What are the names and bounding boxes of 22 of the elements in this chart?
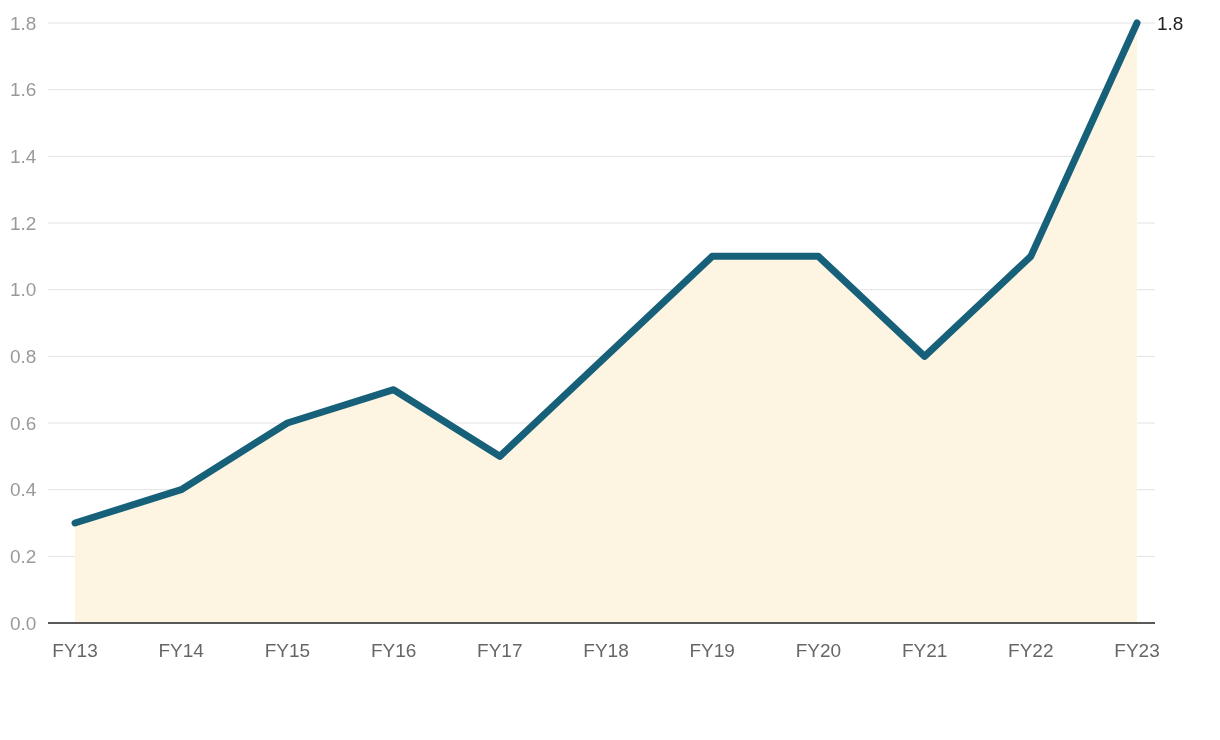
y-tick-label: 1.0 xyxy=(10,279,37,301)
x-tick-label: FY13 xyxy=(52,640,98,661)
x-tick-label: FY20 xyxy=(795,640,842,661)
y-tick-label: 0.8 xyxy=(10,345,37,367)
y-tick-label: 0.6 xyxy=(10,412,37,434)
y-tick-label: 1.8 xyxy=(10,12,37,34)
data-label: 1.8 xyxy=(1157,12,1184,34)
y-tick-label: 1.6 xyxy=(10,79,37,101)
x-tick-label: FY19 xyxy=(689,640,735,661)
x-tick-label: FY17 xyxy=(477,640,523,661)
x-tick-label: FY15 xyxy=(264,640,311,661)
x-tick-label: FY18 xyxy=(583,640,629,661)
x-tick-label: FY23 xyxy=(1114,640,1160,661)
x-tick-label: FY16 xyxy=(370,640,417,661)
x-tick-label: FY22 xyxy=(1008,640,1054,661)
y-tick-label: 1.2 xyxy=(10,212,37,234)
y-tick-label: 0.4 xyxy=(10,479,37,501)
y-tick-label: 0.2 xyxy=(10,545,37,567)
y-tick-label: 1.4 xyxy=(10,145,37,167)
x-tick-label: FY14 xyxy=(158,640,205,661)
y-tick-label: 0.0 xyxy=(10,612,37,634)
x-tick-label: FY21 xyxy=(901,640,948,661)
